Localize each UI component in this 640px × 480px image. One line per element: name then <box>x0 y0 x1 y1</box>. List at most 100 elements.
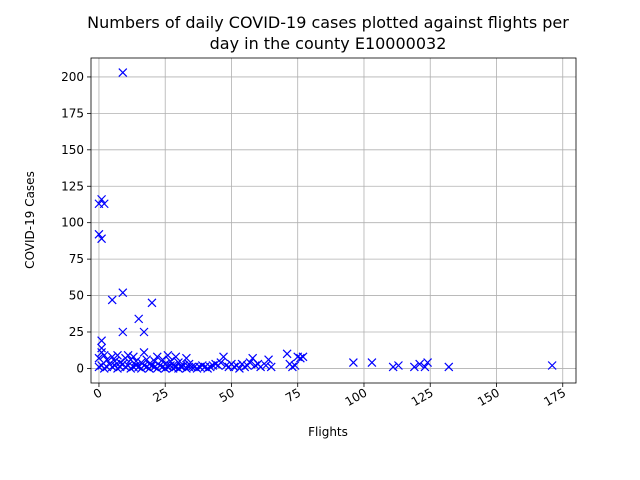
data-point <box>163 362 173 372</box>
data-point <box>203 364 213 373</box>
data-point <box>287 362 297 372</box>
y-axis-label: COVID-19 Cases <box>23 171 37 269</box>
data-point <box>415 359 425 369</box>
chart-title-line-2: day in the county E10000032 <box>210 34 447 53</box>
data-point <box>298 352 308 362</box>
data-point <box>97 343 107 353</box>
data-point <box>139 347 149 357</box>
data-point <box>290 361 300 370</box>
y-tick-label: 75 <box>69 252 84 266</box>
data-point <box>147 361 157 370</box>
y-tick-label: 175 <box>61 106 84 120</box>
data-point <box>107 295 117 305</box>
data-point <box>547 361 557 370</box>
y-tick-label: 0 <box>76 361 84 375</box>
data-point <box>174 364 183 373</box>
data-point <box>97 234 107 244</box>
data-point <box>134 362 144 372</box>
x-tick-label: 50 <box>217 385 237 405</box>
data-point <box>118 288 128 298</box>
data-point <box>113 350 122 360</box>
data-point <box>150 362 160 372</box>
data-point <box>139 327 149 337</box>
data-point <box>388 362 398 372</box>
x-axis-label: Flights <box>308 425 348 439</box>
data-point <box>221 361 231 370</box>
data-point <box>229 362 239 372</box>
data-point <box>234 364 244 373</box>
data-point <box>99 364 109 373</box>
y-tick-label: 150 <box>61 143 84 157</box>
data-point <box>99 350 109 360</box>
data-point <box>97 336 107 346</box>
data-point <box>168 361 178 370</box>
data-point <box>121 362 130 372</box>
grid-lines <box>91 58 576 383</box>
data-point <box>147 298 157 308</box>
data-point <box>423 358 433 368</box>
chart-title-line-1: Numbers of daily COVID-19 cases plotted … <box>87 13 569 32</box>
plot-frame <box>90 57 577 384</box>
data-point <box>131 356 141 366</box>
data-point <box>187 362 197 372</box>
data-point <box>107 362 117 372</box>
data-point <box>420 362 430 372</box>
data-point <box>261 361 271 370</box>
y-tick-label: 25 <box>69 325 84 339</box>
x-tick-label: 125 <box>409 385 436 409</box>
data-point <box>240 362 250 372</box>
data-point <box>128 352 138 362</box>
y-tick-label: 100 <box>61 216 84 230</box>
data-point <box>99 199 109 209</box>
data-point <box>123 350 133 360</box>
data-point <box>409 362 419 372</box>
data-point <box>94 353 104 363</box>
data-point <box>219 352 228 362</box>
data-point <box>266 362 276 372</box>
data-point <box>216 358 226 368</box>
data-point <box>115 358 125 368</box>
data-points <box>94 68 557 373</box>
data-point <box>367 358 377 368</box>
data-point <box>158 355 167 365</box>
data-point <box>394 361 403 370</box>
data-point <box>118 68 128 77</box>
data-point <box>97 194 107 204</box>
y-tick-label: 200 <box>61 70 84 84</box>
x-tick-label: 0 <box>91 385 105 401</box>
x-tick-label: 100 <box>343 385 370 409</box>
data-point <box>181 353 191 363</box>
data-point <box>256 362 266 372</box>
data-point <box>211 359 220 369</box>
data-point <box>181 364 191 373</box>
data-point <box>171 352 181 362</box>
data-point <box>264 355 273 365</box>
data-point <box>282 349 292 359</box>
data-point <box>250 361 260 370</box>
data-point <box>205 362 215 372</box>
data-point <box>348 358 358 368</box>
axis-ticks: 0 25 50 75 100 125 150 175 0 25 50 75 100 125 150 175 20… <box>61 70 568 409</box>
data-point <box>139 361 149 370</box>
x-tick-label: 175 <box>541 385 568 409</box>
data-point <box>160 364 170 373</box>
data-point <box>118 327 128 337</box>
data-point <box>152 352 162 362</box>
data-point <box>94 229 104 239</box>
data-point <box>155 361 165 370</box>
data-point <box>126 364 136 373</box>
x-tick-label: 150 <box>475 385 502 409</box>
data-point <box>444 362 454 372</box>
y-tick-label: 125 <box>61 179 84 193</box>
data-point <box>295 353 305 363</box>
data-point <box>142 362 152 372</box>
data-point <box>134 314 144 324</box>
data-point <box>192 364 202 373</box>
y-tick-label: 50 <box>69 289 84 303</box>
data-point <box>176 362 186 372</box>
x-tick-label: 25 <box>150 385 170 405</box>
data-point <box>107 352 117 362</box>
data-point <box>197 361 207 370</box>
data-point <box>163 350 173 360</box>
